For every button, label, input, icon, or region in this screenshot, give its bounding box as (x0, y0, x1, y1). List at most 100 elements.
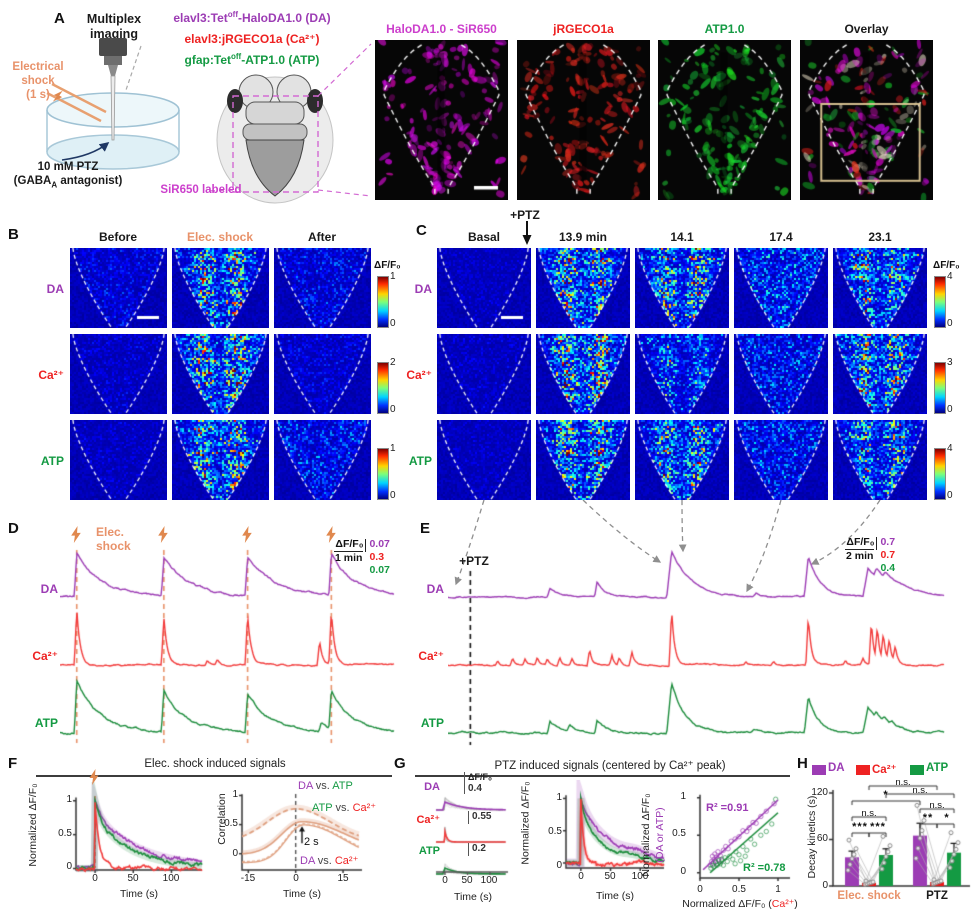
h-legend-da: DA (828, 762, 845, 774)
b-header-shock: Elec. shock (186, 230, 254, 244)
b-heatmap-ca-shock (172, 334, 269, 414)
g-sp-atp: ATP (418, 845, 440, 857)
c-ptz-marker: +PTZ (510, 208, 540, 222)
h-sig: n.s. (861, 808, 877, 819)
f-right-ytick: 0 (232, 848, 238, 859)
h-legend-swatch-da (812, 765, 826, 775)
b-row-atp: ATP (40, 454, 64, 468)
image-title-atp: ATP1.0 (704, 22, 745, 36)
h-sig: ** (922, 812, 934, 824)
b-header-before: Before (98, 230, 137, 244)
b-cbar-atp-max: 1 (390, 443, 396, 454)
e-trace-da: DA (426, 582, 444, 596)
f-left-ytick: 0 (66, 861, 72, 872)
f-left-ytick: 1 (66, 794, 72, 805)
h-sig: * (944, 812, 950, 824)
c-heatmap-atp-139 (536, 420, 630, 500)
c-heatmap-ca-231 (833, 334, 927, 414)
electrode (51, 82, 107, 114)
g-sp-xlabel: Time (s) (453, 891, 493, 903)
b-row-da: DA (46, 282, 64, 296)
fish-midbrain (245, 101, 305, 125)
g-title: PTZ induced signals (centered by Ca²⁺ pe… (494, 760, 726, 772)
c-heatmap-atp-174 (734, 420, 828, 500)
b-heatmap-ca-after (274, 334, 371, 414)
f-left-xtick: 50 (127, 873, 139, 884)
f-right-xtick: -15 (240, 873, 256, 884)
f-left-xlabel: Time (s) (119, 888, 159, 900)
c-header-141: 14.1 (670, 230, 694, 244)
genotype-da: elavl3:Tetoff-HaloDA1.0 (DA) (173, 10, 331, 25)
c-heatmap-atp-basal (437, 420, 531, 500)
setup-schematic (46, 38, 372, 204)
multiplex-caption: Multiplex imaging (86, 12, 142, 41)
b-heatmap-da-after (274, 248, 371, 328)
b-colorbar-da (377, 276, 389, 328)
b-cbar-ca-max: 2 (390, 357, 396, 368)
fluorescence-image-overlay (800, 40, 933, 200)
f-lag-label: 2 s (304, 836, 319, 848)
g-mean-plot (540, 780, 670, 884)
b-cbar-atp-min: 0 (390, 490, 396, 501)
dashed-connector (125, 45, 142, 91)
b-row-ca: Ca²⁺ (38, 368, 64, 382)
objective-mid (104, 56, 122, 65)
d-trace-atp: ATP (34, 716, 58, 730)
image-title-jrgeco: jRGECO1a (553, 22, 614, 36)
g-sp-da: DA (424, 781, 440, 793)
h-sig: *** (852, 821, 868, 833)
g-r2-da: R² =0.91 (706, 802, 749, 814)
dashed-connector (317, 43, 372, 97)
panel-g-label: G (394, 755, 406, 772)
c-cbar-atp-min: 0 (947, 490, 953, 501)
fluorescence-image-atp (658, 40, 791, 200)
f-left-ytick: 0.5 (58, 828, 72, 839)
h-legend-swatch-atp (910, 765, 924, 775)
pipette (110, 75, 116, 141)
g-mean-ylabel: Normalized ΔF/F₀ (519, 781, 532, 865)
shock-bolt-icon (326, 526, 336, 543)
g-sp-xtick: 0 (442, 875, 448, 886)
panel-b-label: B (8, 226, 19, 243)
g-mean-xlabel: Time (s) (595, 890, 635, 902)
g-spaghetti-plot (428, 780, 512, 884)
shock-bolt-icon (242, 526, 252, 543)
c-row-da: DA (414, 282, 432, 296)
b-cbar-da-max: 1 (390, 271, 396, 282)
panel-f-label: F (8, 755, 18, 772)
f-normalized-plot (50, 782, 210, 886)
b-cbar-ca-min: 0 (390, 404, 396, 415)
genotype-atp: gfap:Tetoff-ATP1.0 (ATP) (184, 52, 320, 67)
b-heatmap-atp-before (70, 420, 167, 500)
f-title: Elec. shock induced signals (144, 758, 286, 770)
objective-tip (108, 65, 118, 76)
h-ytick: 0 (822, 880, 828, 891)
panel-e-label: E (420, 520, 431, 537)
shock-bolt-icon (71, 526, 81, 543)
g-scatter-plot (690, 780, 800, 890)
image-title-overlay: Overlay (844, 22, 889, 36)
c-heatmap-da-basal (437, 248, 531, 328)
panel-c-label: C (416, 222, 427, 239)
e-trace-atp: ATP (420, 716, 444, 730)
c-heatmap-ca-basal (437, 334, 531, 414)
g-scatter-ytick: 0 (680, 866, 686, 877)
c-heatmap-da-174 (734, 248, 828, 328)
h-sig: n.s. (895, 777, 911, 788)
fish-eye-right (307, 89, 323, 113)
f-left-ylabel: Normalized ΔF/F₀ (27, 783, 39, 867)
h-legend-atp: ATP (926, 762, 949, 774)
g-scale-atp: 0.2 (468, 843, 486, 856)
b-heatmap-atp-shock (172, 420, 269, 500)
e-traces-plot (448, 547, 945, 747)
h-sig: n.s. (929, 800, 945, 811)
dashed-connector (206, 189, 234, 192)
genotype-list: elavl3:Tetoff-HaloDA1.0 (DA) elavl3:jRGE… (138, 6, 366, 69)
c-row-atp: ATP (408, 454, 432, 468)
h-legend-swatch-ca (856, 765, 870, 775)
c-colorbar-title: ΔF/F₀ (933, 260, 960, 271)
fish-hindbrain (245, 139, 305, 197)
ptz-arrow (61, 141, 110, 161)
c-header-139: 13.9 min (558, 230, 608, 244)
c-colorbar-da (934, 276, 946, 328)
